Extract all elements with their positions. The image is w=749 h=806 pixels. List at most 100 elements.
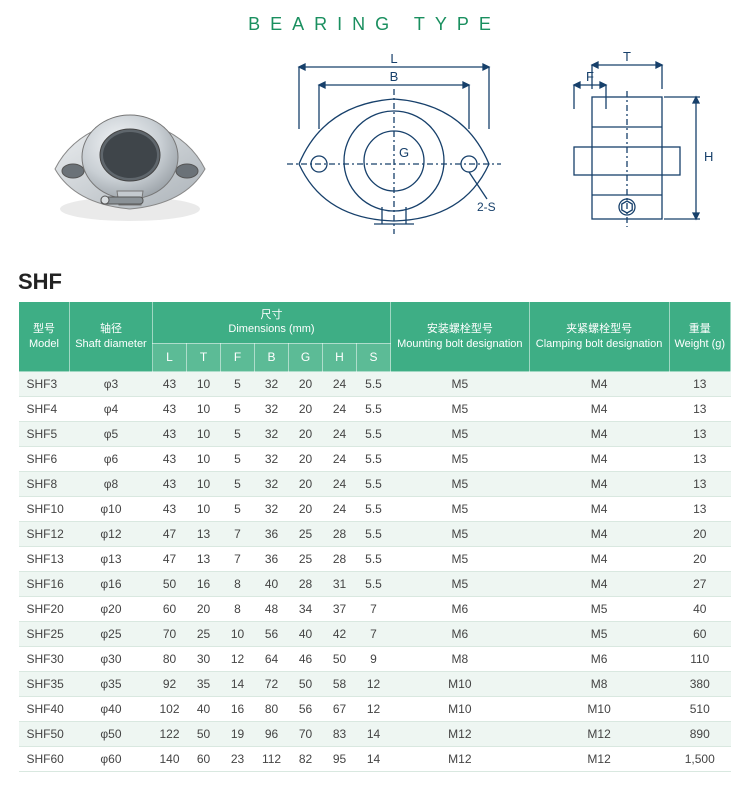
cell: M5 <box>391 522 530 547</box>
cell: 13 <box>669 497 730 522</box>
cell: 36 <box>255 522 289 547</box>
cell: 40 <box>669 597 730 622</box>
cell: φ12 <box>69 522 152 547</box>
col-header: 轴径Shaft diameter <box>69 302 152 372</box>
cell: M4 <box>529 497 669 522</box>
cell: 890 <box>669 722 730 747</box>
cell: 12 <box>357 672 391 697</box>
cell: φ4 <box>69 397 152 422</box>
cell: 14 <box>221 672 255 697</box>
cell: 43 <box>153 397 187 422</box>
cell: 80 <box>153 647 187 672</box>
cell: φ25 <box>69 622 152 647</box>
cell: SHF4 <box>19 397 70 422</box>
cell: 13 <box>669 397 730 422</box>
dim-subheader: L <box>153 343 187 372</box>
table-row: SHF35φ3592351472505812M10M8380 <box>19 672 731 697</box>
cell: 24 <box>323 397 357 422</box>
cell: M10 <box>529 697 669 722</box>
cell: 5 <box>221 472 255 497</box>
cell: 122 <box>153 722 187 747</box>
cell: M12 <box>529 722 669 747</box>
cell: 70 <box>153 622 187 647</box>
cell: 67 <box>323 697 357 722</box>
cell: 32 <box>255 472 289 497</box>
cell: φ30 <box>69 647 152 672</box>
cell: 50 <box>323 647 357 672</box>
col-header: 尺寸Dimensions (mm) <box>153 302 391 344</box>
cell: 13 <box>187 522 221 547</box>
cell: 12 <box>357 697 391 722</box>
cell: φ13 <box>69 547 152 572</box>
cell: 14 <box>357 722 391 747</box>
cell: 60 <box>187 747 221 772</box>
cell: 50 <box>187 722 221 747</box>
cell: 83 <box>323 722 357 747</box>
dim-subheader: T <box>187 343 221 372</box>
cell: 95 <box>323 747 357 772</box>
table-row: SHF30φ308030126446509M8M6110 <box>19 647 731 672</box>
cell: M5 <box>391 572 530 597</box>
cell: φ6 <box>69 447 152 472</box>
table-row: SHF12φ12471373625285.5M5M420 <box>19 522 731 547</box>
cell: 40 <box>255 572 289 597</box>
cell: 20 <box>669 547 730 572</box>
cell: M4 <box>529 572 669 597</box>
cell: φ20 <box>69 597 152 622</box>
cell: 5 <box>221 497 255 522</box>
cell: 16 <box>221 697 255 722</box>
cell: 110 <box>669 647 730 672</box>
cell: M4 <box>529 422 669 447</box>
dim-label-S: 2-S <box>477 200 496 214</box>
cell: M4 <box>529 397 669 422</box>
cell: 28 <box>289 572 323 597</box>
table-body: SHF3φ3431053220245.5M5M413SHF4φ443105322… <box>19 372 731 772</box>
cell: 10 <box>187 397 221 422</box>
cell: 10 <box>187 422 221 447</box>
cell: φ35 <box>69 672 152 697</box>
cell: M10 <box>391 672 530 697</box>
cell: 13 <box>669 472 730 497</box>
series-label: SHF <box>18 269 731 295</box>
cell: φ16 <box>69 572 152 597</box>
dim-label-H: H <box>704 149 713 164</box>
dim-label-T: T <box>623 49 631 64</box>
cell: M4 <box>529 447 669 472</box>
cell: 10 <box>187 472 221 497</box>
dim-subheader: F <box>221 343 255 372</box>
cell: 32 <box>255 397 289 422</box>
cell: M12 <box>391 722 530 747</box>
cell: 5 <box>221 397 255 422</box>
cell: M8 <box>529 672 669 697</box>
col-header: 型号Model <box>19 302 70 372</box>
cell: 24 <box>323 472 357 497</box>
table-row: SHF25φ257025105640427M6M560 <box>19 622 731 647</box>
cell: 20 <box>289 447 323 472</box>
cell: 19 <box>221 722 255 747</box>
table-header: 型号Model轴径Shaft diameter尺寸Dimensions (mm)… <box>19 302 731 372</box>
cell: 24 <box>323 497 357 522</box>
cell: 7 <box>357 597 391 622</box>
cell: M5 <box>391 447 530 472</box>
cell: 48 <box>255 597 289 622</box>
cell: 47 <box>153 522 187 547</box>
cell: SHF60 <box>19 747 70 772</box>
cell: 72 <box>255 672 289 697</box>
cell: 32 <box>255 422 289 447</box>
cell: 43 <box>153 497 187 522</box>
cell: 43 <box>153 372 187 397</box>
cell: 20 <box>289 497 323 522</box>
cell: 14 <box>357 747 391 772</box>
cell: M5 <box>391 472 530 497</box>
cell: 46 <box>289 647 323 672</box>
cell: 32 <box>255 447 289 472</box>
cell: φ5 <box>69 422 152 447</box>
cell: φ3 <box>69 372 152 397</box>
cell: 102 <box>153 697 187 722</box>
cell: 70 <box>289 722 323 747</box>
product-render <box>35 59 225 239</box>
cell: 37 <box>323 597 357 622</box>
cell: 10 <box>221 622 255 647</box>
cell: 31 <box>323 572 357 597</box>
cell: M4 <box>529 472 669 497</box>
